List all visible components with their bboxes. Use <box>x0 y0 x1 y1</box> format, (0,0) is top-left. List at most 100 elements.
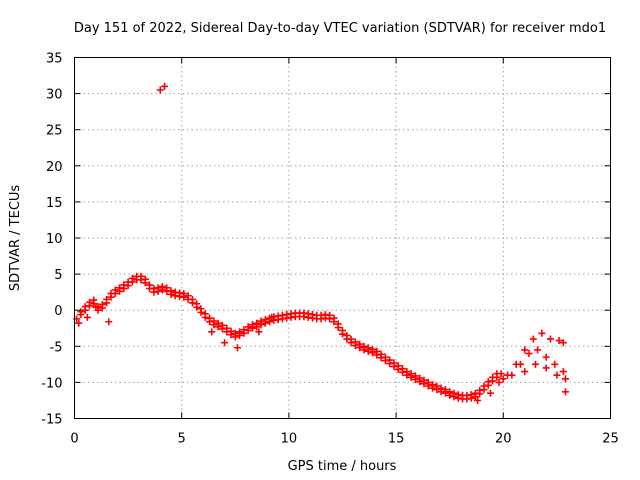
data-point <box>553 371 561 379</box>
data-point <box>154 284 162 292</box>
data-point <box>116 284 124 292</box>
data-point <box>559 339 567 347</box>
data-point <box>86 298 94 306</box>
data-point <box>390 359 398 367</box>
data-point <box>83 313 91 321</box>
data-point <box>373 347 381 355</box>
data-point <box>529 335 537 343</box>
data-point <box>156 86 164 94</box>
data-point <box>103 295 111 303</box>
y-tick-label: -15 <box>41 413 62 428</box>
data-point <box>555 337 563 345</box>
data-point <box>516 360 524 368</box>
data-point <box>77 308 85 316</box>
data-point <box>244 323 252 331</box>
data-point <box>167 287 175 295</box>
data-point <box>208 328 216 336</box>
data-point <box>474 396 482 404</box>
data-point <box>369 345 377 353</box>
y-tick-label: 35 <box>46 52 63 67</box>
data-point <box>416 374 424 382</box>
data-point <box>197 305 205 313</box>
data-point <box>146 281 154 289</box>
data-point <box>261 316 269 324</box>
data-point <box>403 368 411 376</box>
data-point <box>364 344 372 352</box>
data-point <box>90 296 98 304</box>
data-point <box>214 319 222 327</box>
data-point <box>559 368 567 376</box>
data-point <box>356 340 364 348</box>
series-scatter <box>75 82 569 404</box>
y-tick-label: 10 <box>46 232 63 247</box>
chart-title: Day 151 of 2022, Sidereal Day-to-day VTE… <box>74 21 606 36</box>
data-point <box>124 278 132 286</box>
data-point <box>326 311 334 319</box>
data-point <box>437 384 445 392</box>
data-point <box>420 376 428 384</box>
data-point <box>538 329 546 337</box>
x-tick-label: 5 <box>178 432 186 447</box>
data-point <box>255 328 263 336</box>
axis-ticks: 0 5 10 15 20 25 -15 -10 -5 0 5 10 15 20 25 30 35 <box>41 52 619 447</box>
data-point <box>343 331 351 339</box>
y-tick-label: 15 <box>46 196 63 211</box>
data-point <box>223 324 231 332</box>
data-point <box>351 338 359 346</box>
data-point <box>542 364 550 372</box>
data-point <box>221 339 229 347</box>
data-point <box>81 303 89 311</box>
y-tick-label: 25 <box>46 124 63 139</box>
data-point <box>561 375 569 383</box>
data-point <box>161 82 169 90</box>
data-point <box>75 319 83 327</box>
data-point <box>268 313 276 321</box>
data-point <box>141 275 149 283</box>
data-point <box>493 370 501 378</box>
data-point <box>253 319 261 327</box>
data-point <box>92 303 100 311</box>
data-point <box>476 386 484 394</box>
data-point <box>411 372 419 380</box>
data-point <box>218 321 226 329</box>
data-point <box>184 292 192 300</box>
data-point <box>495 378 503 386</box>
data-point <box>334 320 342 328</box>
data-point <box>206 314 214 322</box>
data-point <box>360 342 368 350</box>
data-point <box>210 317 218 325</box>
data-point <box>386 356 394 364</box>
data-point <box>450 389 458 397</box>
data-point <box>233 344 241 352</box>
data-point <box>163 284 171 292</box>
x-axis-label: GPS time / hours <box>288 459 397 474</box>
data-point <box>180 290 188 298</box>
data-point <box>128 274 136 282</box>
data-point <box>137 272 145 280</box>
data-point <box>240 326 248 334</box>
data-point <box>98 300 106 308</box>
data-point <box>521 368 529 376</box>
y-tick-label: 0 <box>54 304 62 319</box>
x-tick-label: 25 <box>602 432 619 447</box>
data-point <box>201 310 209 318</box>
data-point <box>429 381 437 389</box>
x-tick-label: 20 <box>495 432 512 447</box>
data-point <box>257 317 265 325</box>
y-tick-label: -10 <box>41 376 62 391</box>
data-point <box>499 375 507 383</box>
data-point <box>381 353 389 361</box>
data-point <box>551 360 559 368</box>
data-point <box>330 314 338 322</box>
data-point <box>236 328 244 336</box>
data-point <box>531 360 539 368</box>
data-point <box>424 378 432 386</box>
data-point <box>489 373 497 381</box>
data-point <box>111 286 119 294</box>
grid-lines <box>74 57 611 419</box>
series-offset <box>77 272 501 399</box>
data-point <box>193 300 201 308</box>
data-point <box>231 329 239 337</box>
data-point <box>441 386 449 394</box>
y-tick-label: 5 <box>54 268 62 283</box>
